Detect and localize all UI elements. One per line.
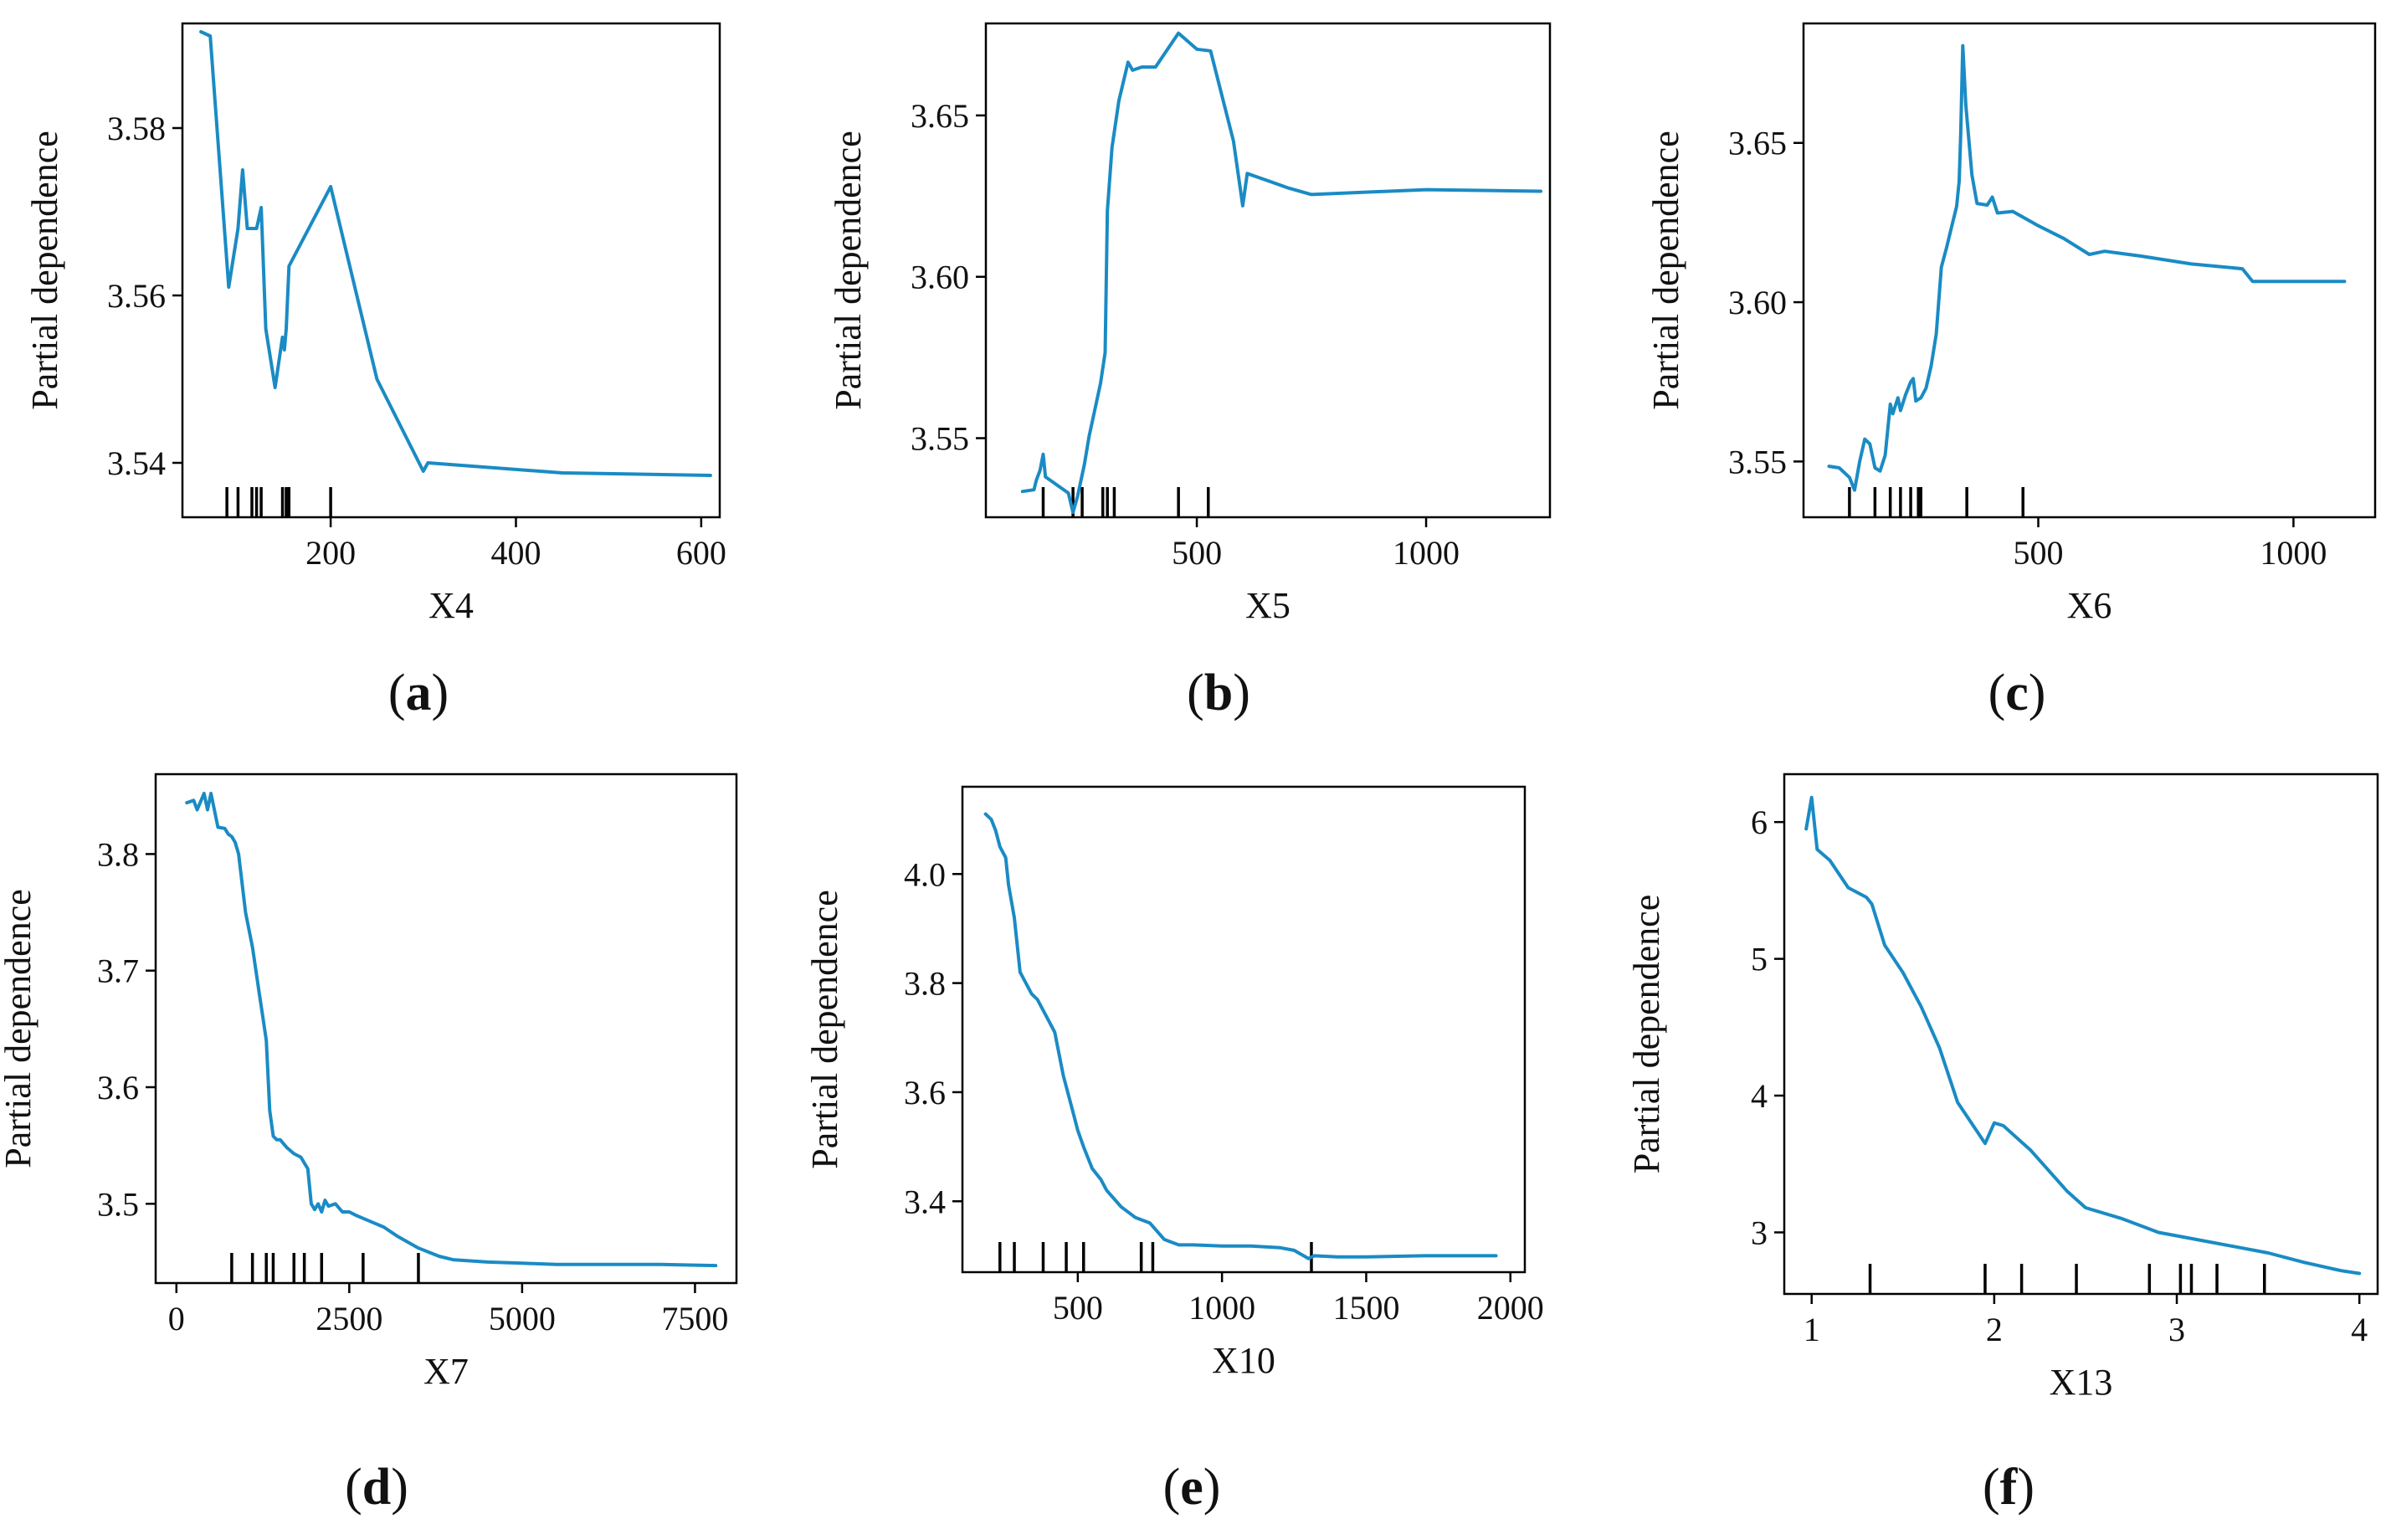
panel-caption: (c) (1988, 665, 2046, 721)
y-tick-label: 3.65 (1728, 125, 1787, 162)
chart-panel-a: 200 400 600 3.54 3.56 3.58 X4 Partial dependenc… (24, 22, 726, 721)
chart-panel-b: 500 1000 3.55 3.60 3.65 X5 Partial dependence (… (828, 22, 1552, 721)
y-axis-label: Partial dependence (0, 889, 38, 1168)
panel-caption: (a) (388, 665, 449, 721)
x-tick-label: 1 (1804, 1311, 1820, 1348)
x-tick-label: 500 (2014, 534, 2064, 572)
y-tick-label: 3.7 (97, 952, 139, 990)
y-tick-label: 3.65 (911, 97, 969, 135)
y-tick-label: 3.4 (904, 1183, 946, 1220)
x-axis-label: X10 (1212, 1340, 1275, 1381)
y-tick-label: 6 (1751, 803, 1768, 841)
y-tick-label: 3.6 (97, 1069, 139, 1106)
y-tick-label: 3.54 (107, 444, 166, 482)
x-tick-label: 4 (2351, 1311, 2368, 1348)
x-tick-label: 500 (1053, 1289, 1103, 1327)
x-tick-label: 7500 (661, 1300, 728, 1337)
x-axis-label: X5 (1245, 585, 1290, 626)
y-tick-label: 3.55 (911, 420, 969, 458)
partial-dependence-line (1020, 31, 1542, 515)
x-tick-label: 1000 (1393, 534, 1460, 572)
x-tick-label: 1500 (1332, 1289, 1399, 1327)
y-axis-label: Partial dependence (828, 131, 869, 410)
chart-panel-c: 500 1000 3.55 3.60 3.65 X6 Partial dependence (… (1645, 22, 2377, 721)
x-tick-label: 3 (2168, 1311, 2185, 1348)
x-tick-label: 500 (1172, 534, 1222, 572)
x-tick-label: 5000 (489, 1300, 556, 1337)
x-axis-label: X6 (2067, 585, 2112, 626)
partial-dependence-line (199, 30, 712, 477)
y-tick-label: 4.0 (904, 855, 946, 893)
x-tick-label: 1000 (1188, 1289, 1255, 1327)
partial-dependence-line (1804, 795, 2362, 1276)
y-axis-label: Partial dependence (1645, 131, 1686, 410)
y-tick-label: 3.8 (904, 965, 946, 1003)
x-axis-label: X7 (423, 1351, 469, 1392)
y-axis-label: Partial dependence (804, 890, 845, 1169)
y-tick-label: 3.5 (97, 1185, 139, 1223)
x-axis-label: X13 (2050, 1362, 2113, 1403)
y-axis-label: Partial dependence (24, 131, 65, 410)
x-tick-label: 200 (305, 534, 356, 572)
chart-panel-f: 1 2 3 4 3 4 5 6 X13 Partial dependence (f) (1626, 773, 2379, 1516)
x-tick-label: 600 (676, 534, 726, 572)
panel-caption: (f) (1983, 1459, 2035, 1516)
chart-panel-e: 500 1000 1500 2000 3.4 3.6 3.8 4.0 X10 Partial de… (804, 785, 1544, 1516)
x-tick-label: 2000 (1477, 1289, 1544, 1327)
x-tick-label: 400 (490, 534, 541, 572)
y-tick-label: 3.58 (107, 110, 166, 147)
chart-panel-d: 0 2500 5000 7500 3.5 3.6 3.7 3.8 X7 Partial depen… (0, 773, 738, 1516)
x-tick-label: 2 (1986, 1311, 2003, 1348)
y-tick-label: 3.55 (1728, 443, 1787, 480)
x-axis-label: X4 (428, 585, 474, 626)
partial-dependence-line (185, 792, 718, 1268)
panel-caption: (e) (1163, 1459, 1221, 1516)
plot-frame (961, 785, 1527, 1274)
y-tick-label: 3 (1751, 1214, 1768, 1251)
x-tick-label: 2500 (316, 1300, 382, 1337)
panel-caption: (b) (1187, 665, 1250, 721)
y-tick-label: 4 (1751, 1077, 1768, 1115)
plot-frame (181, 22, 721, 519)
plot-frame (1783, 773, 2379, 1296)
y-tick-label: 5 (1751, 941, 1768, 978)
y-tick-label: 3.56 (107, 277, 166, 315)
plot-frame (1802, 22, 2377, 519)
y-tick-label: 3.60 (1728, 284, 1787, 321)
partial-dependence-line (983, 812, 1498, 1260)
panel-caption: (d) (345, 1459, 408, 1516)
x-tick-label: 1000 (2260, 534, 2327, 572)
partial-dependence-line (1827, 44, 2347, 492)
y-axis-label: Partial dependence (1626, 895, 1667, 1174)
plot-frame (984, 22, 1552, 519)
y-tick-label: 3.6 (904, 1074, 946, 1111)
y-tick-label: 3.8 (97, 835, 139, 873)
y-tick-label: 3.60 (911, 259, 969, 296)
plot-frame (154, 773, 738, 1285)
x-tick-label: 0 (168, 1300, 185, 1337)
